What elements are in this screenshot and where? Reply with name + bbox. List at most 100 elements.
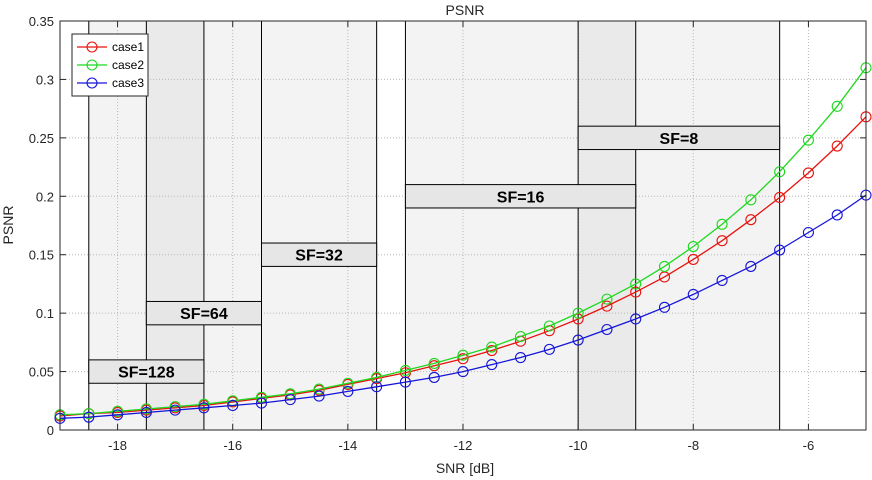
y-tick-label: 0.15 — [29, 248, 54, 263]
chart-title: PSNR — [446, 2, 485, 18]
y-tick-label: 0.2 — [36, 189, 54, 204]
series-layer — [54, 62, 872, 424]
data-point — [428, 371, 440, 383]
data-point — [140, 403, 152, 415]
data-point — [687, 253, 699, 265]
data-point — [831, 100, 843, 112]
data-point — [745, 260, 757, 272]
data-point — [112, 405, 124, 417]
data-point — [371, 381, 383, 393]
data-point — [774, 166, 786, 178]
data-point — [457, 353, 469, 365]
data-point — [601, 293, 613, 305]
data-point — [255, 397, 268, 409]
x-tick-label: -14 — [338, 438, 357, 453]
axes — [59, 20, 867, 431]
y-axis-label: PSNR — [0, 206, 16, 245]
legend-marker — [86, 41, 98, 53]
data-point — [601, 323, 613, 336]
data-point — [515, 330, 527, 343]
data-point — [774, 244, 786, 256]
x-axis-label: SNR [dB] — [436, 460, 494, 476]
data-point — [630, 313, 642, 325]
series-line-case1 — [59, 116, 867, 417]
data-point — [831, 140, 843, 152]
sf-label-text: SF=128 — [118, 365, 175, 382]
data-point — [515, 351, 527, 364]
sf-label-boxes: SF=128 SF=64 SF=32 SF=16 SF=8 — [88, 125, 781, 384]
data-point — [630, 278, 642, 290]
legend-entry-case1: case1 — [77, 40, 144, 54]
data-point — [716, 274, 728, 286]
data-point — [831, 209, 843, 221]
data-point — [83, 408, 95, 420]
legend-entry-case3: case3 — [77, 76, 144, 90]
sf-label-box — [577, 125, 781, 151]
x-tick-label: -6 — [803, 438, 815, 453]
y-tick-label: 0.1 — [36, 306, 54, 321]
x-tick-label: -16 — [223, 438, 242, 453]
data-point — [745, 214, 757, 226]
x-tick-label: -10 — [569, 438, 588, 453]
data-point — [112, 409, 124, 421]
y-tick-label: 0 — [47, 423, 54, 438]
data-point — [198, 402, 210, 414]
legend-label: case3 — [112, 76, 144, 90]
data-point — [716, 218, 728, 230]
data-point — [716, 235, 728, 247]
y-tick-label: 0.35 — [29, 14, 54, 29]
data-point — [342, 377, 354, 389]
data-point — [687, 240, 699, 253]
data-point — [457, 349, 469, 361]
data-point — [371, 371, 383, 383]
data-point — [399, 364, 411, 376]
data-point — [802, 134, 814, 146]
data-point — [572, 313, 584, 325]
data-point — [140, 406, 152, 419]
data-point — [83, 411, 95, 423]
legend-entry-case2: case2 — [77, 58, 144, 72]
sf-label-text: SF=32 — [295, 248, 343, 265]
data-point — [630, 286, 642, 298]
data-point — [342, 385, 354, 397]
data-point — [284, 394, 296, 406]
data-point — [658, 260, 671, 272]
y-tick-label: 0.3 — [36, 72, 54, 87]
data-point — [543, 320, 555, 332]
series-case3 — [54, 189, 872, 424]
data-point — [313, 383, 325, 395]
data-point — [169, 401, 181, 413]
sf-region-4 — [578, 21, 780, 430]
data-point — [227, 399, 239, 412]
data-point — [486, 344, 498, 357]
y-tick-label: 0.25 — [29, 131, 54, 146]
x-tick-label: -12 — [454, 438, 473, 453]
data-point — [802, 226, 814, 239]
data-point — [572, 307, 584, 319]
data-point — [284, 388, 296, 400]
sf-label-box — [261, 242, 378, 267]
series-line-case3 — [59, 194, 867, 419]
data-point — [745, 194, 757, 206]
data-point — [601, 300, 613, 312]
data-point — [313, 390, 325, 402]
sf-region-3 — [405, 21, 636, 430]
data-point — [428, 357, 440, 369]
data-point — [198, 398, 210, 410]
data-point — [543, 343, 555, 355]
sf-label-text: SF=64 — [180, 306, 228, 323]
data-point — [399, 376, 411, 388]
x-tick-label: -8 — [688, 438, 700, 453]
sf-label-text: SF=16 — [497, 189, 545, 206]
data-point — [774, 191, 786, 204]
sf-regions — [88, 21, 780, 430]
sf-region-2 — [261, 21, 377, 430]
data-point — [169, 404, 181, 416]
legend-marker — [86, 77, 98, 89]
legend: case1 case2 case3 — [71, 33, 149, 97]
series-line-case2 — [59, 67, 867, 416]
y-tick-label: 0.05 — [29, 365, 54, 380]
legend-label: case1 — [112, 40, 144, 54]
data-point — [802, 167, 814, 179]
